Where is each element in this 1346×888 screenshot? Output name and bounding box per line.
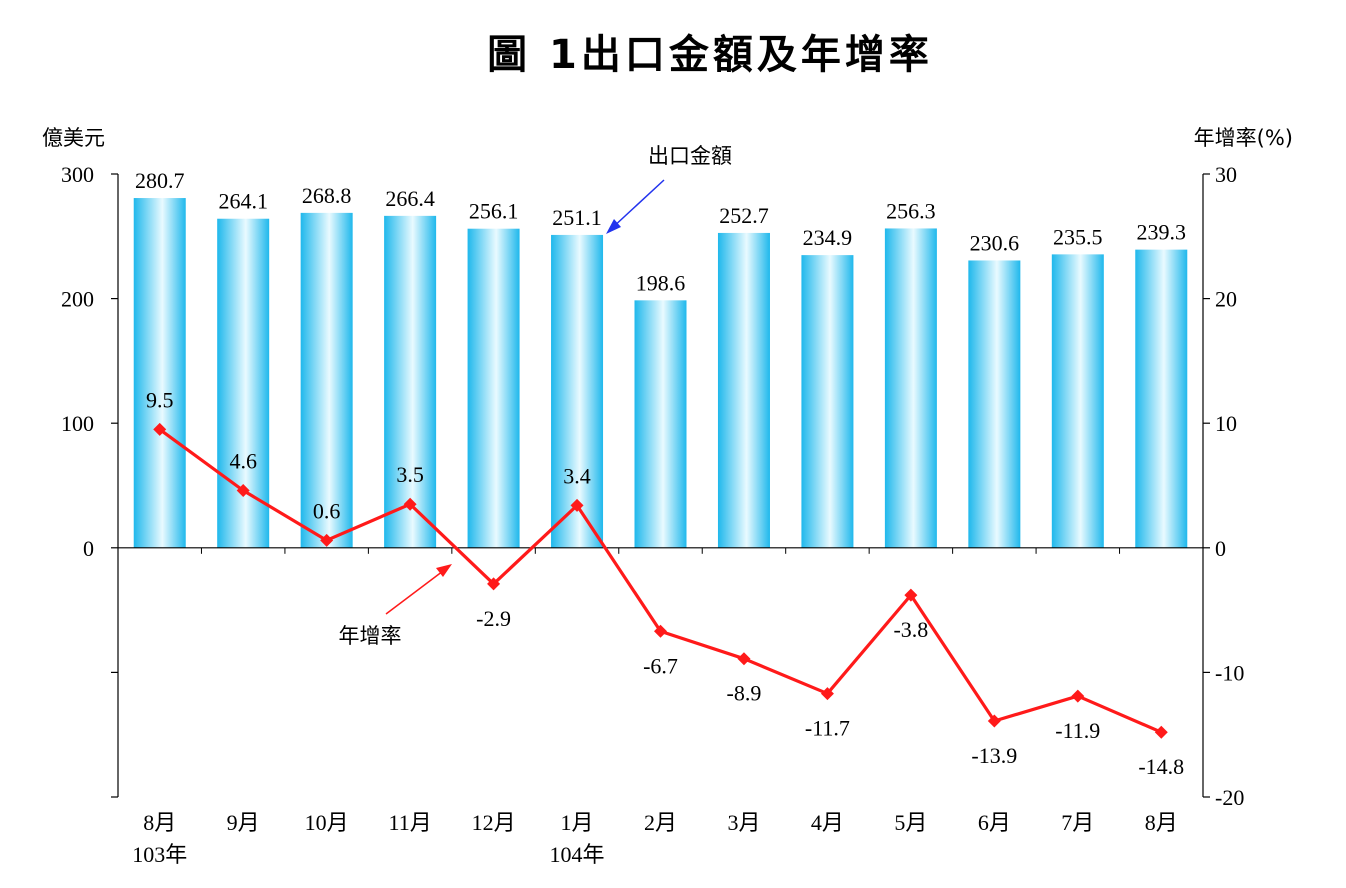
x-tick-label: 3月	[727, 810, 760, 835]
growth-rate-label: -3.8	[893, 617, 928, 642]
bar-value-label: 234.9	[803, 225, 853, 250]
x-tick-label: 6月	[978, 810, 1011, 835]
left-tick-label: 300	[61, 162, 94, 187]
bar	[467, 228, 520, 548]
growth-rate-label: -11.9	[1055, 718, 1100, 743]
x-tick-label: 5月	[894, 810, 927, 835]
growth-rate-label: 0.6	[313, 498, 341, 523]
bar-value-label: 280.7	[135, 168, 185, 193]
growth-rate-label: -8.9	[727, 681, 762, 706]
bar	[384, 215, 437, 548]
right-axis-title: 年增率(%)	[1194, 126, 1293, 150]
bar	[133, 198, 186, 548]
year-label: 103年	[132, 842, 187, 867]
right-tick-label: -20	[1215, 785, 1244, 810]
bar-value-label: 266.4	[385, 186, 435, 211]
x-tick-label: 4月	[811, 810, 844, 835]
bar	[717, 232, 770, 548]
bar-value-label: 235.5	[1053, 224, 1103, 249]
growth-rate-label: 9.5	[146, 387, 174, 412]
export-amount-annotation: 出口金額	[648, 144, 732, 168]
growth-rate-label: -2.9	[476, 606, 511, 631]
bar	[634, 300, 687, 548]
bar-value-label: 256.1	[469, 199, 519, 224]
bar	[217, 218, 270, 548]
right-tick-label: 20	[1215, 287, 1237, 312]
x-tick-label: 9月	[227, 810, 260, 835]
bar-value-label: 268.8	[302, 183, 352, 208]
growth-rate-point	[153, 422, 167, 436]
growth-rate-point	[987, 714, 1001, 728]
left-tick-label: 200	[61, 287, 94, 312]
left-axis-title: 億美元	[42, 126, 105, 150]
growth-rate-point	[737, 652, 751, 666]
growth-rate-label: 4.6	[229, 448, 257, 473]
growth-annotation-arrow	[385, 567, 448, 615]
chart-title: 圖 1出口金額及年增率	[487, 32, 933, 78]
x-tick-label: 12月	[472, 810, 516, 835]
right-tick-label: 0	[1215, 536, 1226, 561]
growth-rate-point	[654, 624, 667, 638]
growth-rate-point	[570, 498, 584, 512]
bar-value-label: 264.1	[218, 189, 268, 214]
right-tick-label: -10	[1215, 660, 1244, 685]
x-tick-label: 7月	[1061, 810, 1094, 835]
bar-value-label: 256.3	[886, 198, 936, 223]
growth-rate-point	[236, 483, 250, 497]
x-tick-label: 10月	[305, 810, 349, 835]
growth-rate-label: -6.7	[643, 653, 678, 678]
growth-rate-label: 3.4	[563, 463, 591, 488]
bar-value-label: 251.1	[552, 205, 602, 230]
growth-rate-label: 3.5	[396, 462, 424, 487]
growth-rate-annotation: 年增率	[339, 624, 402, 648]
growth-rate-point	[904, 588, 918, 602]
export-annotation-arrow	[610, 179, 665, 230]
growth-rate-label: -11.7	[805, 716, 850, 741]
growth-rate-point	[820, 687, 834, 701]
right-tick-label: 30	[1215, 162, 1237, 187]
bar	[801, 255, 854, 548]
growth-rate-point	[403, 497, 417, 511]
bar	[1135, 249, 1188, 548]
growth-rate-label: -13.9	[971, 743, 1017, 768]
x-tick-label: 8月	[143, 810, 176, 835]
growth-rate-point	[1071, 689, 1085, 703]
bar-value-label: 252.7	[719, 203, 769, 228]
x-tick-label: 2月	[644, 810, 677, 835]
export-annotation-arrowhead	[606, 219, 621, 234]
growth-rate-label: -14.8	[1138, 754, 1184, 779]
bar	[968, 260, 1021, 548]
bar-value-label: 198.6	[636, 270, 686, 295]
x-tick-label: 8月	[1145, 810, 1178, 835]
growth-rate-point	[320, 533, 334, 547]
growth-rate-point	[487, 577, 501, 591]
x-tick-label: 11月	[389, 810, 432, 835]
bar	[884, 228, 937, 548]
left-tick-label: 0	[83, 536, 94, 561]
bar	[300, 212, 353, 548]
left-tick-label: 100	[61, 411, 94, 436]
growth-rate-point	[1154, 725, 1168, 739]
bar	[551, 234, 604, 548]
x-tick-label: 1月	[561, 810, 594, 835]
bar-value-label: 239.3	[1137, 220, 1187, 245]
bar	[1051, 254, 1104, 548]
year-label: 104年	[550, 842, 605, 867]
growth-annotation-arrowhead	[436, 564, 452, 577]
right-tick-label: 10	[1215, 411, 1237, 436]
bar-value-label: 230.6	[970, 230, 1020, 255]
